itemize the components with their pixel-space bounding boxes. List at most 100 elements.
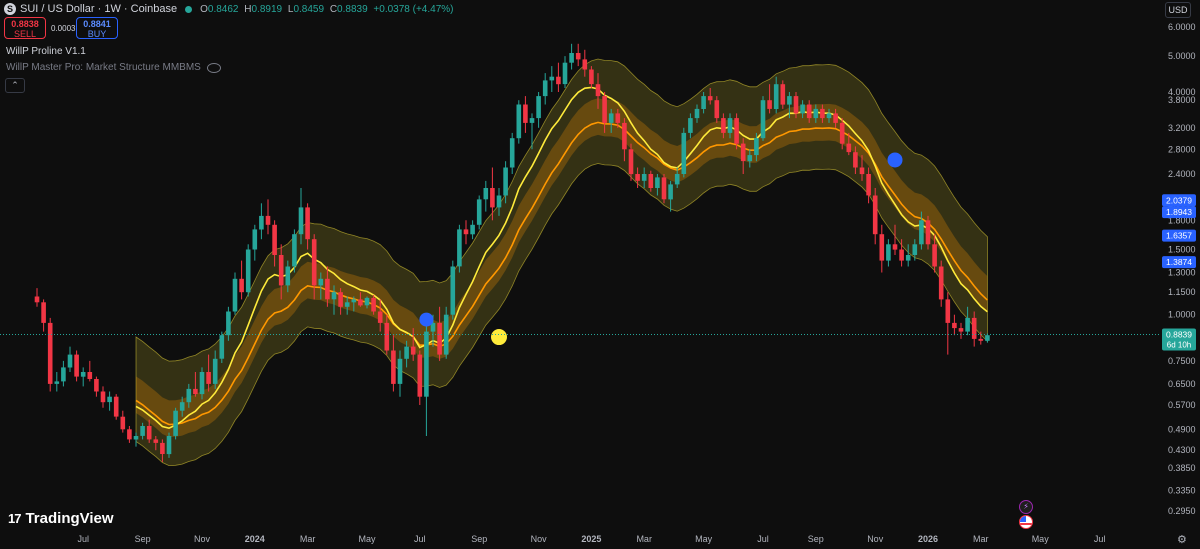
time-tick-label: Jul xyxy=(414,534,426,544)
candle-body xyxy=(239,278,244,293)
candle-body xyxy=(674,174,680,185)
ohlc-low: 0.8459 xyxy=(293,3,325,15)
spread-value: 0.0003 xyxy=(51,24,76,33)
candle-body xyxy=(351,299,357,303)
symbol-title[interactable]: SUI / US Dollar · 1W · Coinbase xyxy=(20,3,178,15)
price-tag-box xyxy=(1162,229,1196,242)
candle-body xyxy=(252,229,258,250)
eye-hidden-icon[interactable] xyxy=(206,62,221,73)
candle-body xyxy=(311,239,317,286)
candle-body xyxy=(199,372,205,395)
candle-body xyxy=(120,416,126,430)
sell-button[interactable]: 0.8838 SELL xyxy=(4,17,46,39)
price-tick-label: 4.0000 xyxy=(1168,87,1196,97)
candle-body xyxy=(305,207,310,240)
ohlc-high-key: H xyxy=(244,3,252,15)
candle-body xyxy=(166,436,172,455)
candle-body xyxy=(278,255,284,286)
candle-body xyxy=(371,297,376,312)
candle-body xyxy=(364,297,370,306)
time-tick-label: Mar xyxy=(300,534,316,544)
candle-body xyxy=(872,195,878,235)
candle-body xyxy=(87,372,93,379)
time-tick-label: Jul xyxy=(757,534,769,544)
candle-body xyxy=(443,314,449,355)
candle-body xyxy=(661,177,667,200)
candle-body xyxy=(668,184,673,200)
candle-body xyxy=(813,108,819,119)
candle-body xyxy=(952,322,957,329)
candle-body xyxy=(212,358,218,384)
candle-body xyxy=(965,317,970,332)
candle-body xyxy=(391,350,396,384)
price-tick-label: 5.0000 xyxy=(1168,51,1196,61)
candle-body xyxy=(608,113,614,123)
candle-body xyxy=(245,249,251,293)
buy-button[interactable]: 0.8841 BUY xyxy=(76,17,118,39)
indicator-proline[interactable]: WillP Proline V1.1 xyxy=(6,46,86,57)
currency-selector[interactable]: USD xyxy=(1165,2,1191,18)
price-tick-label: 0.4900 xyxy=(1168,424,1196,434)
candle-body xyxy=(892,244,898,250)
candle-body xyxy=(622,122,627,150)
candle-body xyxy=(747,155,753,162)
time-tick-label: Nov xyxy=(531,534,548,544)
candle-body xyxy=(628,149,634,175)
collapse-indicators-button[interactable]: ⌃ xyxy=(5,78,25,93)
time-tick-label: Nov xyxy=(194,534,211,544)
candle-body xyxy=(602,96,607,123)
candle-body xyxy=(714,100,720,119)
candle-body xyxy=(232,278,238,312)
price-tick-label: 0.5700 xyxy=(1168,400,1196,410)
candle-body xyxy=(107,396,112,403)
candle-body xyxy=(113,396,119,417)
candle-body xyxy=(219,335,225,359)
time-tick-label: Nov xyxy=(867,534,884,544)
candle-body xyxy=(806,104,812,119)
candle-body xyxy=(61,367,66,382)
price-tick-label: 0.7500 xyxy=(1168,356,1196,366)
candle-body xyxy=(127,429,132,440)
candle-body xyxy=(94,379,99,392)
time-tick-label: 2026 xyxy=(918,534,938,544)
candle-body xyxy=(34,296,40,303)
candle-body xyxy=(780,84,786,105)
candle-body xyxy=(325,278,330,300)
candle-body xyxy=(344,302,350,307)
sell-label: SELL xyxy=(13,29,37,39)
time-tick-label: Jul xyxy=(77,534,89,544)
symbol-header[interactable]: S SUI / US Dollar · 1W · Coinbase O0.846… xyxy=(4,2,453,16)
candle-body xyxy=(635,174,640,181)
time-tick-label: 2025 xyxy=(581,534,601,544)
candle-body xyxy=(595,84,601,97)
candle-body xyxy=(186,388,192,403)
candle-body xyxy=(206,372,211,384)
gear-icon[interactable]: ⚙ xyxy=(1177,534,1187,546)
ohlc-change: +0.0378 (+4.47%) xyxy=(373,3,454,15)
time-tick-label: May xyxy=(1032,534,1050,544)
candle-body xyxy=(681,132,687,174)
last-price-label: 0.8839 xyxy=(1166,330,1192,340)
candle-body xyxy=(536,96,541,119)
time-tick-label: Sep xyxy=(471,534,487,544)
candle-body xyxy=(793,96,799,114)
candle-body xyxy=(912,244,918,255)
lightning-event-icon[interactable]: ⚡ xyxy=(1019,500,1033,514)
price-tag-box xyxy=(1162,194,1196,207)
price-tick-label: 1.1500 xyxy=(1168,287,1196,297)
candle-body xyxy=(899,249,904,261)
indicator-master-pro[interactable]: WillP Master Pro: Market Structure MMBMS xyxy=(6,62,221,73)
candle-body xyxy=(463,229,469,235)
candle-body xyxy=(985,335,990,341)
candles xyxy=(34,43,990,462)
candle-body xyxy=(839,122,845,144)
candle-body xyxy=(384,322,390,351)
candle-body xyxy=(331,292,337,300)
price-tag-label: 2.0379 xyxy=(1166,195,1192,205)
bearish-signal-marker xyxy=(419,312,434,327)
candle-body xyxy=(483,188,489,200)
candle-body xyxy=(424,331,429,397)
us-flag-event-icon[interactable] xyxy=(1019,515,1033,529)
